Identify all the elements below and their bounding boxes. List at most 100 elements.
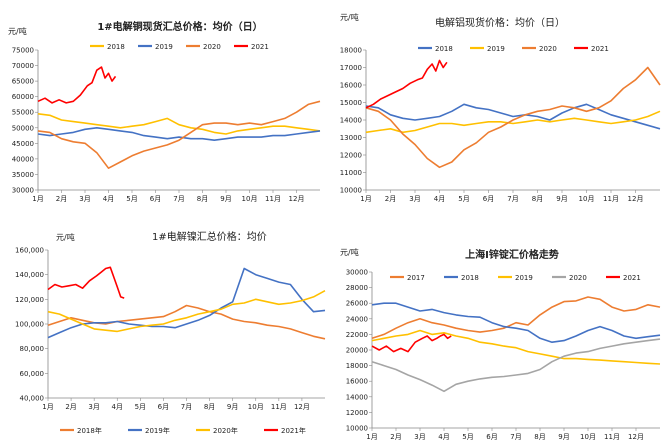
legend-label: 2018 bbox=[107, 43, 125, 51]
series-line-2021 bbox=[365, 59, 448, 109]
x-tick-label: 9月 bbox=[558, 433, 569, 441]
x-tick-label: 4月 bbox=[438, 433, 449, 441]
x-tick-label: 11月 bbox=[265, 195, 281, 203]
x-tick-label: 2月 bbox=[65, 403, 76, 411]
x-tick-label: 10月 bbox=[248, 403, 264, 411]
y-tick-label: 10000 bbox=[346, 425, 368, 433]
y-tick-label: 30000 bbox=[12, 187, 34, 195]
y-tick-label: 55000 bbox=[12, 109, 34, 117]
series-line-2017 bbox=[371, 296, 661, 340]
x-tick-label: 3月 bbox=[414, 433, 425, 441]
series-line-2018年 bbox=[47, 304, 326, 340]
x-tick-label: 2月 bbox=[390, 433, 401, 441]
nickel-chart-title: 1#电解镍汇总价格：均价 bbox=[152, 230, 267, 243]
x-tick-label: 12月 bbox=[294, 403, 310, 411]
x-tick-label: 10月 bbox=[580, 433, 596, 441]
y-tick-label: 17000 bbox=[340, 64, 362, 72]
x-tick-label: 1月 bbox=[360, 195, 371, 203]
y-tick-label: 16000 bbox=[346, 378, 368, 386]
legend-label: 2021 bbox=[591, 45, 609, 53]
x-tick-label: 5月 bbox=[462, 433, 473, 441]
x-tick-label: 8月 bbox=[532, 195, 543, 203]
series-line-2020 bbox=[371, 338, 661, 393]
legend-label: 2019年 bbox=[145, 426, 170, 435]
x-tick-label: 6月 bbox=[486, 433, 497, 441]
y-tick-label: 14000 bbox=[340, 117, 362, 125]
x-tick-label: 10月 bbox=[579, 195, 595, 203]
series-line-2018 bbox=[365, 103, 661, 130]
copper-unit-label: 元/吨 bbox=[8, 26, 27, 36]
y-tick-label: 100,000 bbox=[15, 321, 44, 329]
x-tick-label: 5月 bbox=[135, 403, 146, 411]
x-tick-label: 8月 bbox=[197, 195, 208, 203]
series-line-2020年 bbox=[47, 289, 326, 333]
copper-price-chart: 元/吨 1#电解铜现货汇总价格：均价（日） 30000 35000 40000 450… bbox=[8, 20, 321, 203]
x-tick-label: 1月 bbox=[366, 433, 377, 441]
aluminium-chart-title: 电解铝现货价格：均价（日） bbox=[435, 16, 565, 29]
y-tick-label: 26000 bbox=[346, 300, 368, 308]
zinc-price-chart: 元/吨 上海Ⅰ锌锭汇价格走势 10000 12000 14000 16000 18000… bbox=[340, 247, 661, 441]
x-tick-label: 12月 bbox=[628, 195, 644, 203]
y-tick-label: 60000 bbox=[12, 93, 34, 101]
legend-label: 2018年 bbox=[77, 426, 102, 435]
x-tick-label: 3月 bbox=[88, 403, 99, 411]
x-tick-label: 9月 bbox=[220, 195, 231, 203]
x-tick-label: 6月 bbox=[483, 195, 494, 203]
y-tick-label: 75000 bbox=[12, 47, 34, 55]
x-tick-label: 6月 bbox=[150, 195, 161, 203]
y-tick-label: 45000 bbox=[12, 140, 34, 148]
legend-label: 2020 bbox=[539, 45, 557, 53]
x-tick-label: 9月 bbox=[556, 195, 567, 203]
legend-label: 2020年 bbox=[213, 426, 238, 435]
y-tick-label: 35000 bbox=[12, 171, 34, 179]
legend-label: 2019 bbox=[155, 43, 173, 51]
legend-label: 2020 bbox=[203, 43, 221, 51]
y-tick-label: 18000 bbox=[346, 362, 368, 370]
x-tick-label: 12月 bbox=[628, 433, 644, 441]
zinc-unit-label: 元/吨 bbox=[340, 247, 359, 257]
y-tick-label: 40000 bbox=[12, 155, 34, 163]
series-line-2021 bbox=[37, 66, 117, 104]
x-tick-label: 9月 bbox=[227, 403, 238, 411]
series-line-2020 bbox=[37, 100, 321, 169]
nickel-unit-label: 元/吨 bbox=[56, 232, 75, 242]
series-line-2020 bbox=[365, 66, 661, 169]
x-tick-label: 4月 bbox=[434, 195, 445, 203]
legend-label: 2018 bbox=[461, 274, 479, 282]
legend-label: 2018 bbox=[435, 45, 453, 53]
zinc-chart-title: 上海Ⅰ锌锭汇价格走势 bbox=[465, 248, 559, 261]
y-tick-label: 28000 bbox=[346, 284, 368, 292]
series-line-2019 bbox=[365, 110, 661, 134]
y-tick-label: 13000 bbox=[340, 134, 362, 142]
x-tick-label: 2月 bbox=[56, 195, 67, 203]
y-tick-label: 14000 bbox=[346, 393, 368, 401]
x-tick-label: 2月 bbox=[385, 195, 396, 203]
x-tick-label: 7月 bbox=[181, 403, 192, 411]
x-tick-label: 3月 bbox=[409, 195, 420, 203]
x-tick-label: 12月 bbox=[289, 195, 305, 203]
nickel-price-chart: 元/吨 1#电解镍汇总价格：均价 40,000 60,000 80,000 100,0… bbox=[15, 230, 326, 435]
y-tick-label: 10000 bbox=[340, 187, 362, 195]
x-tick-label: 5月 bbox=[126, 195, 137, 203]
aluminium-price-chart: 元/吨 电解铝现货价格：均价（日） 10000 11000 12000 13000 14… bbox=[340, 12, 661, 203]
legend-label: 2021年 bbox=[281, 426, 306, 435]
series-line-2018 bbox=[371, 302, 661, 344]
x-tick-label: 7月 bbox=[173, 195, 184, 203]
x-tick-label: 1月 bbox=[42, 403, 53, 411]
legend-label: 2021 bbox=[251, 43, 269, 51]
x-tick-label: 3月 bbox=[79, 195, 90, 203]
y-tick-label: 60,000 bbox=[20, 370, 45, 378]
y-tick-label: 30000 bbox=[346, 269, 368, 277]
x-tick-label: 5月 bbox=[458, 195, 469, 203]
x-tick-label: 7月 bbox=[507, 195, 518, 203]
legend-label: 2019 bbox=[487, 45, 505, 53]
legend-label: 2021 bbox=[623, 274, 641, 282]
copper-chart-title: 1#电解铜现货汇总价格：均价（日） bbox=[97, 20, 262, 33]
y-tick-label: 80,000 bbox=[20, 345, 45, 353]
series-line-2021年 bbox=[47, 266, 125, 299]
x-tick-label: 8月 bbox=[204, 403, 215, 411]
x-tick-label: 10月 bbox=[242, 195, 258, 203]
y-tick-label: 22000 bbox=[346, 331, 368, 339]
series-line-2018 bbox=[37, 113, 321, 135]
